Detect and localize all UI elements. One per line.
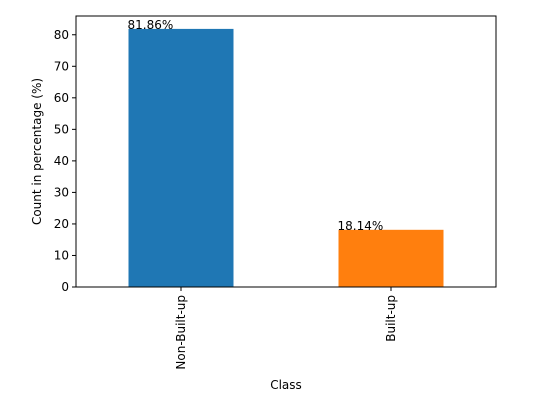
y-axis-ticks: 0 10 20 30 40 50 60 70 80 [54,28,76,294]
y-tick-label: 10 [54,248,69,262]
x-axis-label: Class [270,378,302,392]
x-axis-ticks: Non-Built-up Built-up [174,287,398,370]
x-tick-label: Non-Built-up [174,295,188,370]
y-tick-label: 40 [54,154,69,168]
y-tick-label: 80 [54,28,69,42]
plot-frame [75,15,497,288]
y-tick-label: 70 [54,59,69,73]
y-tick-label: 30 [54,185,69,199]
y-tick-label: 20 [54,217,69,231]
y-tick-label: 0 [61,280,69,294]
y-tick-label: 60 [54,91,69,105]
bar-non-built-up [128,28,234,288]
bars-group [128,28,444,288]
y-tick-label: 50 [54,122,69,136]
x-tick-label: Built-up [384,295,398,342]
data-label: 81.86% [128,18,174,32]
data-label: 18.14% [338,219,384,233]
bar-built-up [338,229,444,287]
y-axis-label: Count in percentage (%) [30,78,44,225]
data-labels-group: 81.86% 18.14% [128,18,384,233]
